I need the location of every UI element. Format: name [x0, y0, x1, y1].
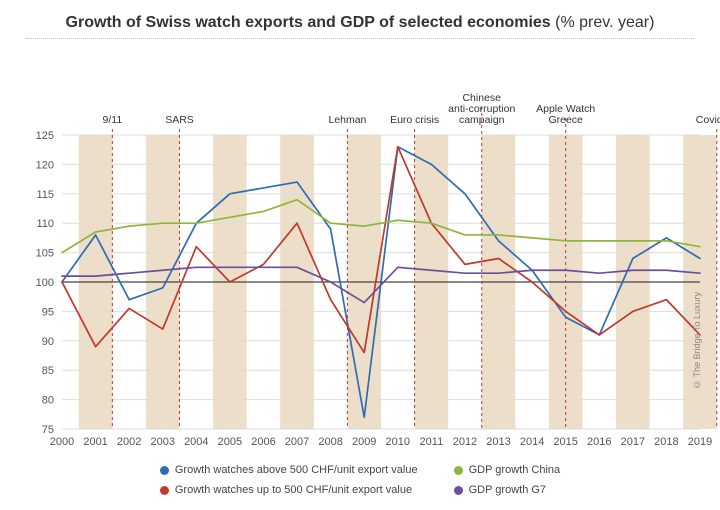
svg-text:Euro crisis: Euro crisis — [390, 114, 439, 126]
svg-text:2019: 2019 — [688, 436, 712, 448]
credit-label: © The Bridge To Luxury — [692, 292, 702, 390]
legend-item: Growth watches above 500 CHF/unit export… — [160, 464, 418, 476]
svg-text:2012: 2012 — [453, 436, 477, 448]
svg-text:2005: 2005 — [218, 436, 242, 448]
legend: Growth watches above 500 CHF/unit export… — [0, 464, 720, 496]
legend-dot-icon — [160, 466, 169, 475]
svg-text:2008: 2008 — [318, 436, 342, 448]
svg-text:2004: 2004 — [184, 436, 208, 448]
chart-svg: 75 80 85 90 95 100 105 110 115 120 125 2000 2001 2002… — [0, 39, 720, 469]
svg-text:2011: 2011 — [420, 436, 444, 448]
legend-col-1: Growth watches above 500 CHF/unit export… — [160, 464, 418, 496]
svg-text:2018: 2018 — [654, 436, 678, 448]
legend-label: GDP growth G7 — [469, 484, 546, 496]
svg-text:100: 100 — [36, 277, 54, 289]
svg-text:2001: 2001 — [83, 436, 107, 448]
legend-dot-icon — [160, 486, 169, 495]
legend-label: GDP growth China — [469, 464, 561, 476]
svg-text:2016: 2016 — [587, 436, 611, 448]
svg-text:2000: 2000 — [50, 436, 74, 448]
legend-dot-icon — [454, 466, 463, 475]
legend-item: GDP growth China — [454, 464, 561, 476]
svg-text:85: 85 — [42, 365, 54, 377]
title-main: Growth of Swiss watch exports and GDP of… — [66, 14, 551, 31]
svg-text:Greece: Greece — [548, 114, 583, 126]
legend-col-2: GDP growth China GDP growth G7 — [454, 464, 561, 496]
svg-text:115: 115 — [36, 189, 54, 201]
svg-text:125: 125 — [36, 130, 54, 142]
legend-dot-icon — [454, 486, 463, 495]
svg-text:2006: 2006 — [251, 436, 275, 448]
svg-text:Lehman: Lehman — [328, 114, 366, 126]
svg-text:120: 120 — [36, 159, 54, 171]
svg-text:105: 105 — [36, 248, 54, 260]
legend-label: Growth watches above 500 CHF/unit export… — [175, 464, 418, 476]
svg-text:campaign: campaign — [459, 114, 505, 126]
chart-container: Growth of Swiss watch exports and GDP of… — [0, 0, 720, 510]
svg-text:Covid-19: Covid-19 — [696, 114, 720, 126]
svg-text:2007: 2007 — [285, 436, 309, 448]
svg-text:9/11: 9/11 — [103, 114, 123, 126]
svg-text:110: 110 — [36, 218, 54, 230]
svg-text:2014: 2014 — [520, 436, 544, 448]
svg-text:2010: 2010 — [386, 436, 410, 448]
svg-text:2013: 2013 — [486, 436, 510, 448]
legend-item: Growth watches up to 500 CHF/unit export… — [160, 484, 418, 496]
svg-text:SARS: SARS — [165, 114, 194, 126]
svg-text:2017: 2017 — [621, 436, 645, 448]
legend-label: Growth watches up to 500 CHF/unit export… — [175, 484, 412, 496]
svg-text:90: 90 — [42, 336, 54, 348]
svg-text:2009: 2009 — [352, 436, 376, 448]
svg-text:75: 75 — [42, 424, 54, 436]
svg-text:2015: 2015 — [553, 436, 577, 448]
svg-text:2002: 2002 — [117, 436, 141, 448]
svg-text:2003: 2003 — [150, 436, 174, 448]
svg-text:95: 95 — [42, 306, 54, 318]
title-sub: (% prev. year) — [555, 14, 654, 31]
svg-text:80: 80 — [42, 395, 54, 407]
legend-item: GDP growth G7 — [454, 484, 561, 496]
chart-title: Growth of Swiss watch exports and GDP of… — [0, 0, 720, 32]
